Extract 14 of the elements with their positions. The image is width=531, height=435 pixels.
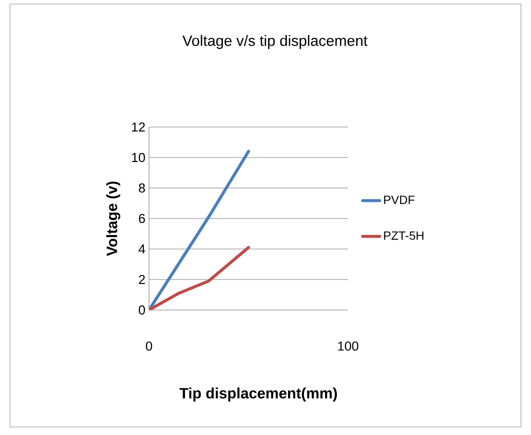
y-tick-label: 0	[138, 305, 145, 315]
legend-label: PZT-5H	[384, 231, 424, 240]
y-tick-label: 10	[132, 152, 145, 162]
y-tick-label: 4	[138, 244, 146, 254]
chart-title: Voltage v/s tip displacement	[182, 35, 368, 49]
x-tick-label: 100	[338, 342, 358, 351]
legend-label: PVDF	[384, 196, 415, 204]
x-axis-title: Tip displacement(mm)	[180, 388, 337, 402]
line-series	[149, 246, 250, 310]
y-axis-title: Voltage (v)	[106, 182, 120, 256]
y-tick-label: 8	[138, 183, 145, 193]
y-tick-label: 12	[132, 122, 145, 132]
y-tick-label: 2	[138, 274, 145, 284]
y-tick-label: 6	[138, 214, 145, 224]
